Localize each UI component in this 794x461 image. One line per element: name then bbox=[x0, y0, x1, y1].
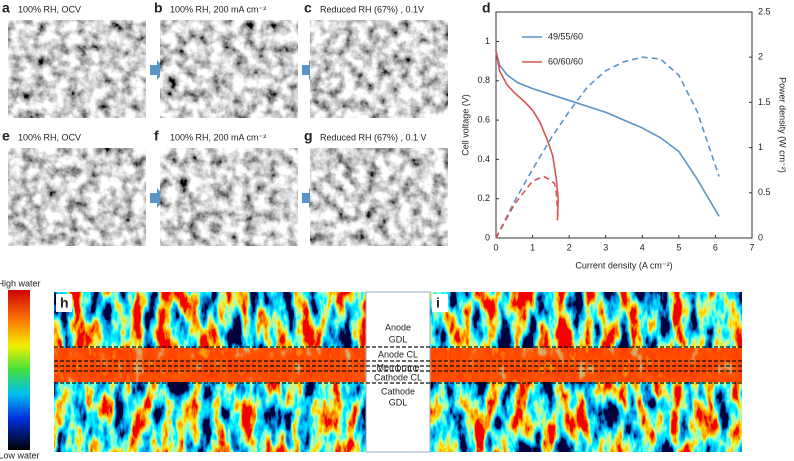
y2-tick-label: 1.5 bbox=[758, 97, 771, 107]
panel-letter: h bbox=[60, 295, 69, 311]
y-tick-label: 0.6 bbox=[477, 114, 490, 124]
y-tick-label: 0 bbox=[485, 232, 490, 242]
micrograph bbox=[310, 148, 448, 246]
x-tick-label: 2 bbox=[567, 242, 572, 252]
micrograph bbox=[8, 148, 146, 246]
letter-bg bbox=[432, 294, 448, 312]
layer-label: Anode CL bbox=[378, 349, 418, 359]
chart: d0 1 2 3 4 5 6 700.20.40.60.8100.511.522.5Curre… bbox=[460, 0, 787, 270]
hot-band bbox=[430, 348, 742, 382]
y-tick-label: 0.4 bbox=[477, 154, 490, 164]
x-tick-label: 3 bbox=[603, 242, 608, 252]
colorbar-high: High water bbox=[0, 278, 41, 288]
panel-letter: c bbox=[304, 0, 312, 16]
y2-axis-title: Power density (W cm⁻²) bbox=[778, 77, 788, 173]
micrograph bbox=[8, 20, 146, 118]
x-tick-label: 6 bbox=[713, 242, 718, 252]
arrow bbox=[150, 188, 166, 208]
letter-bg bbox=[56, 294, 72, 312]
panel-letter: a bbox=[2, 0, 10, 16]
layer-label: GDL bbox=[389, 397, 408, 407]
x-tick-label: 1 bbox=[530, 242, 535, 252]
layer-label: Cathode bbox=[381, 386, 415, 396]
y2-tick-label: 2.5 bbox=[758, 6, 771, 16]
layer-key bbox=[365, 291, 431, 453]
panel-letter: f bbox=[154, 128, 159, 144]
panel-letter: e bbox=[2, 128, 10, 144]
layer-label: GDL bbox=[389, 334, 408, 344]
panel-letter: d bbox=[482, 0, 491, 16]
series-line bbox=[495, 175, 559, 239]
x-tick-label: 5 bbox=[676, 242, 681, 252]
panel-letter: b bbox=[154, 0, 163, 16]
micrograph bbox=[160, 148, 298, 246]
panel-caption: 100% RH, OCV bbox=[18, 132, 81, 142]
panel-caption: 100% RH, 200 mA cm⁻² bbox=[170, 4, 266, 14]
micrograph bbox=[160, 20, 298, 118]
layer-label: Anode bbox=[385, 322, 411, 332]
colorbar bbox=[8, 290, 30, 450]
panel-letter: i bbox=[436, 295, 440, 311]
y2-tick-label: 0.5 bbox=[758, 187, 771, 197]
panel-caption: Reduced RH (67%) , 0.1V bbox=[320, 4, 424, 14]
hot-band bbox=[54, 348, 366, 382]
series-line bbox=[495, 56, 720, 239]
x-tick-label: 7 bbox=[749, 242, 754, 252]
y-axis-title: Cell voltage (V) bbox=[460, 94, 470, 156]
y-tick-label: 0.8 bbox=[477, 75, 490, 85]
series-line bbox=[495, 51, 720, 217]
y-tick-label: 0.2 bbox=[477, 193, 490, 203]
x-axis-title: Current density (A cm⁻²) bbox=[575, 260, 672, 270]
micrographs: a 100% RH, OCV b 100% RH, 200 mA cm⁻² c Reduc… bbox=[2, 0, 448, 246]
y2-tick-label: 2 bbox=[758, 52, 763, 62]
y2-tick-label: 1 bbox=[758, 142, 763, 152]
panel-letter: g bbox=[304, 128, 313, 144]
panel-caption: 100% RH, 200 mA cm⁻² bbox=[170, 132, 266, 142]
layer-label: Membrane bbox=[376, 362, 419, 372]
panel-caption: Reduced RH (67%) , 0.1 V bbox=[320, 132, 427, 142]
arrow bbox=[150, 60, 166, 80]
water-maps: High water Low water h i Anode GDL Anode C… bbox=[0, 278, 742, 460]
y-tick-label: 1 bbox=[485, 36, 490, 46]
legend-label: 49/55/60 bbox=[548, 31, 583, 41]
plot-frame bbox=[495, 11, 753, 239]
layer-boundaries bbox=[54, 346, 742, 384]
colorbar-low: Low water bbox=[0, 450, 40, 460]
series-line bbox=[495, 51, 559, 221]
legend-label: 60/60/60 bbox=[548, 56, 583, 66]
micrograph bbox=[310, 20, 448, 118]
y2-tick-label: 0 bbox=[758, 232, 763, 242]
layer-label: Cathode CL bbox=[374, 372, 422, 382]
x-tick-label: 4 bbox=[640, 242, 645, 252]
panel-caption: 100% RH, OCV bbox=[18, 4, 81, 14]
x-tick-label: 0 bbox=[493, 242, 498, 252]
